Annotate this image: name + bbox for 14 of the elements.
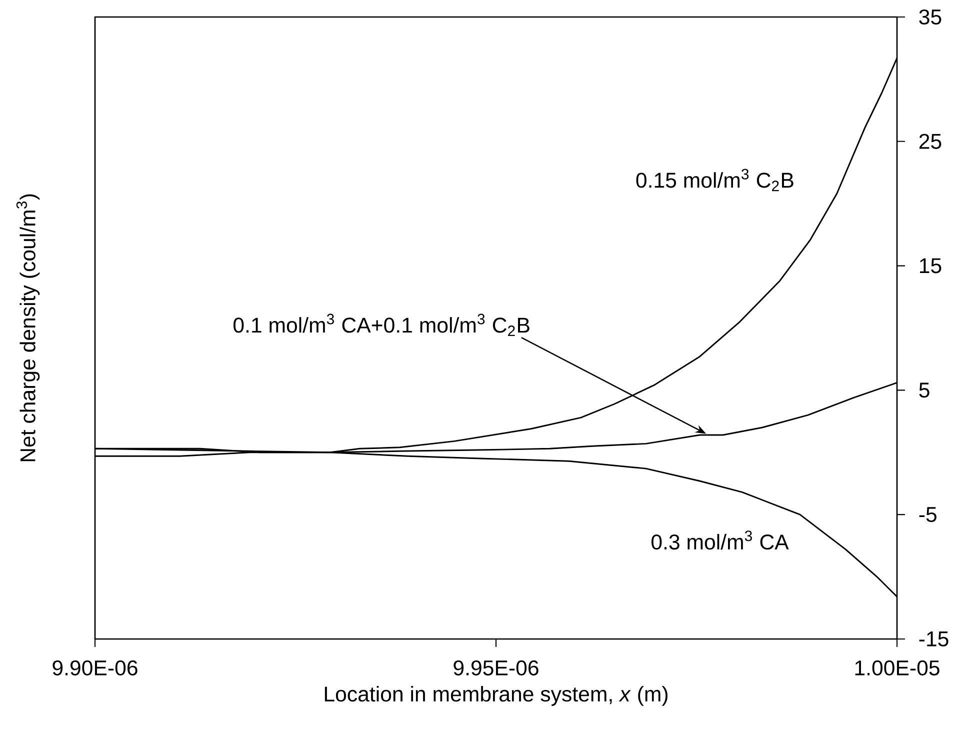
y-tick-label: -5: [919, 507, 936, 522]
y-axis-title: Net charge density (coul/m$^{3}$): [16, 194, 40, 462]
x-tick-label: 1.00E-05: [855, 660, 940, 676]
y-tick-label: -15: [919, 632, 948, 646]
y-tick-label: 5: [919, 382, 930, 398]
series-label: 0.3 mol/m$^{3}$ CA: [652, 530, 789, 550]
y-tick-label: 25: [919, 134, 942, 149]
annotation: 0.1 mol/m$^{3}$ CA+0.1 mol/m$^{3}$ C$_{2}$B: [234, 314, 530, 336]
x-tick-label: 9.95E-06: [454, 660, 538, 676]
x-tick-label: 9.90E-06: [52, 660, 138, 676]
y-tick-label: 15: [920, 258, 942, 274]
x-axis-title: Location in membrane system, x (m): [324, 686, 668, 706]
y-tick-label: 35: [919, 9, 942, 25]
series-label: 0.15 mol/m$^{3}$ C$_{2}$B: [636, 168, 794, 192]
